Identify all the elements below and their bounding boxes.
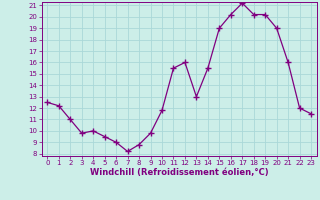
- X-axis label: Windchill (Refroidissement éolien,°C): Windchill (Refroidissement éolien,°C): [90, 168, 268, 177]
